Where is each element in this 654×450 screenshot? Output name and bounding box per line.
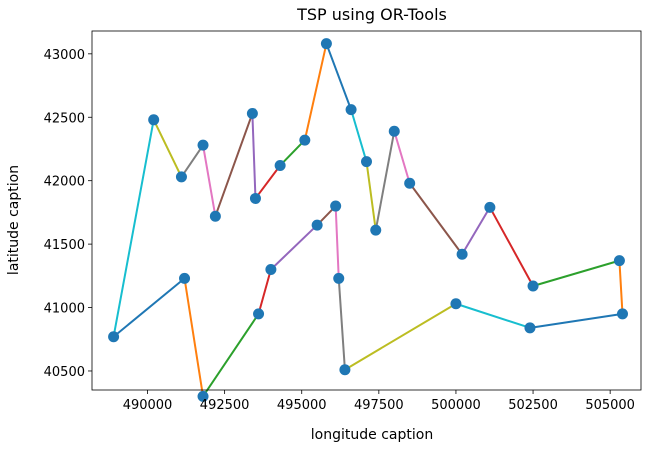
- route-segment: [112, 277, 186, 338]
- route-segment: [528, 312, 624, 329]
- y-axis-label: latitude caption: [6, 165, 22, 275]
- route-segment: [408, 182, 464, 256]
- x-tick-label: 495000: [277, 398, 327, 413]
- route-segment: [251, 112, 257, 200]
- route-point: [613, 255, 625, 267]
- x-axis-ticks: 490000 492500 495000 497500 500000 502500 5050…: [123, 390, 635, 413]
- route-point: [249, 192, 261, 204]
- route-point: [179, 272, 191, 284]
- route-segment: [180, 144, 205, 178]
- x-tick-label: 502500: [508, 398, 558, 413]
- y-tick-label: 43000: [44, 48, 85, 63]
- route-segment: [532, 259, 621, 287]
- route-segment: [279, 139, 306, 167]
- route-point: [524, 322, 536, 334]
- route-segment: [337, 277, 346, 371]
- route-point: [246, 107, 258, 119]
- route-segment: [202, 312, 260, 398]
- route-segment: [214, 112, 254, 218]
- route-segment: [152, 118, 183, 178]
- route-point: [616, 308, 628, 320]
- y-tick-label: 41000: [44, 302, 85, 317]
- x-tick-label: 505000: [585, 398, 635, 413]
- y-axis-ticks: 40500 41000 41500 42000 42500 43000: [44, 48, 92, 380]
- route-segment: [618, 259, 624, 315]
- route-point: [197, 390, 209, 402]
- route-point: [108, 331, 120, 343]
- plot-frame: [91, 30, 642, 391]
- route-point: [209, 210, 221, 222]
- route-point: [527, 280, 539, 292]
- route-point: [345, 104, 357, 116]
- route-point: [330, 200, 342, 212]
- route-segment: [303, 42, 328, 142]
- y-tick-label: 41500: [44, 238, 85, 253]
- route-segment: [269, 224, 319, 271]
- route-point: [370, 224, 382, 236]
- x-tick-label: 490000: [123, 398, 173, 413]
- y-tick-label: 42500: [44, 111, 85, 126]
- route-point: [388, 125, 400, 137]
- route-segment: [257, 268, 272, 315]
- route-segment: [350, 108, 368, 163]
- route-point: [404, 177, 416, 189]
- route-segment: [334, 205, 340, 280]
- route-point: [450, 298, 462, 310]
- route-segments: [112, 42, 624, 398]
- route-segment: [393, 130, 411, 185]
- route-segment: [374, 130, 396, 232]
- route-segment: [112, 118, 155, 338]
- route-segment: [183, 277, 205, 398]
- route-point: [456, 248, 468, 260]
- y-tick-label: 40500: [44, 365, 85, 380]
- route-segment: [343, 302, 457, 371]
- route-segment: [365, 160, 377, 232]
- route-point: [311, 219, 323, 231]
- route-point: [265, 263, 277, 275]
- route-point: [197, 139, 209, 151]
- x-tick-label: 497500: [354, 398, 404, 413]
- route-point: [299, 134, 311, 146]
- route-segment: [488, 206, 535, 287]
- route-point: [339, 364, 351, 376]
- route-point: [484, 201, 496, 213]
- chart-title: TSP using OR-Tools: [296, 5, 447, 24]
- route-point: [274, 159, 286, 171]
- x-axis-label: longitude caption: [311, 427, 433, 443]
- route-points: [108, 38, 628, 402]
- y-tick-label: 42000: [44, 175, 85, 190]
- route-segment: [254, 164, 282, 200]
- route-point: [175, 171, 187, 183]
- route-segment: [461, 206, 491, 256]
- route-point: [148, 114, 160, 126]
- route-segment: [454, 302, 531, 329]
- route-point: [333, 272, 345, 284]
- x-tick-label: 492500: [200, 398, 250, 413]
- route-point: [320, 38, 332, 50]
- route-point: [253, 308, 265, 320]
- route-point: [361, 156, 372, 168]
- route-segment: [325, 42, 353, 111]
- x-tick-label: 500000: [431, 398, 481, 413]
- route-segment: [202, 144, 217, 218]
